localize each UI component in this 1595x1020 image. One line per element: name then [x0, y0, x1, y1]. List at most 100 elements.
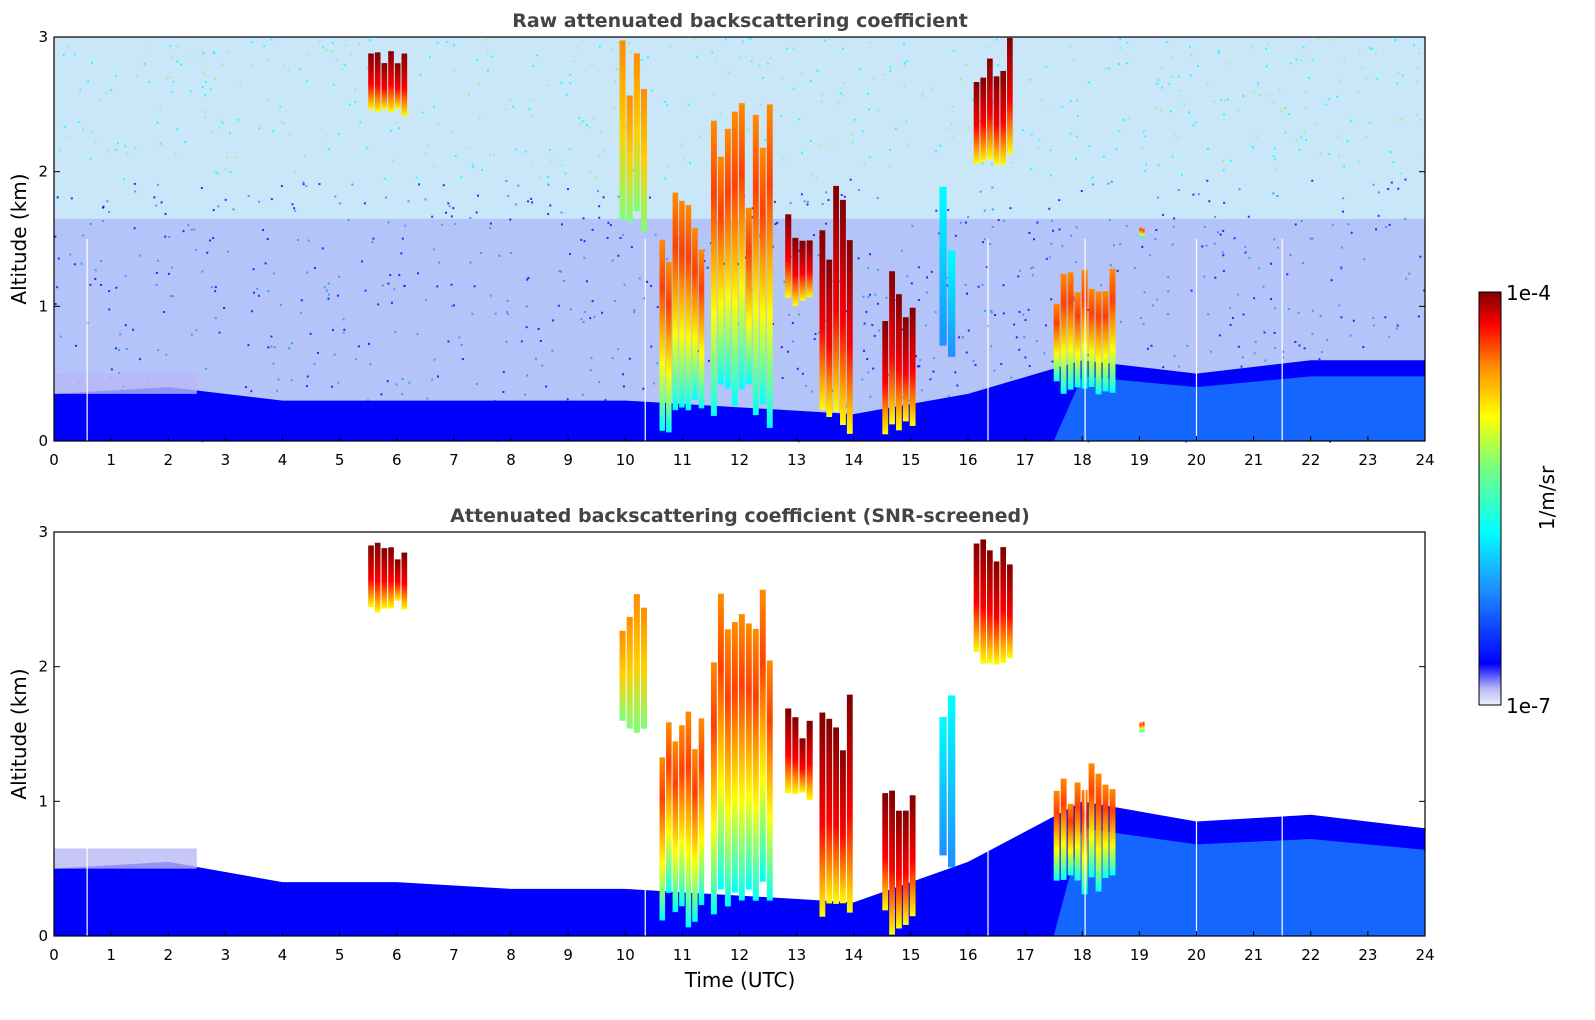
noise-speckle: [1149, 254, 1152, 257]
noise-speckle: [1287, 307, 1290, 310]
noise-speckle: [981, 162, 984, 165]
noise-speckle: [907, 143, 910, 146]
noise-speckle: [1384, 316, 1387, 319]
noise-speckle: [1109, 264, 1112, 267]
noise-speckle: [264, 262, 267, 265]
noise-speckle: [1203, 225, 1206, 228]
noise-speckle: [1185, 440, 1188, 443]
noise-speckle: [136, 74, 139, 77]
noise-speckle: [1038, 139, 1041, 142]
noise-speckle: [582, 320, 585, 323]
noise-speckle: [159, 142, 162, 145]
noise-speckle: [1069, 99, 1072, 102]
noise-speckle: [174, 153, 177, 156]
noise-speckle: [876, 197, 879, 200]
noise-speckle: [489, 154, 492, 157]
noise-speckle: [338, 275, 341, 278]
colorbar-unit-label: 1/m/sr: [1535, 465, 1559, 530]
noise-speckle: [54, 235, 57, 238]
noise-speckle: [622, 233, 625, 236]
noise-speckle: [1294, 223, 1297, 226]
noise-speckle: [403, 284, 406, 287]
cloud-streak: [1142, 228, 1145, 239]
noise-speckle: [1142, 323, 1145, 326]
noise-speckle: [1022, 313, 1025, 316]
noise-speckle: [416, 333, 419, 336]
noise-speckle: [138, 358, 141, 361]
noise-speckle: [493, 154, 496, 157]
noise-speckle: [1162, 213, 1165, 216]
noise-speckle: [155, 284, 158, 287]
noise-speckle: [1229, 323, 1232, 326]
noise-speckle: [990, 345, 993, 348]
noise-speckle: [783, 280, 786, 283]
noise-speckle: [387, 221, 390, 224]
noise-speckle: [1303, 347, 1306, 350]
noise-speckle: [598, 216, 601, 219]
noise-speckle: [270, 345, 273, 348]
noise-speckle: [843, 82, 846, 85]
noise-speckle: [867, 296, 870, 299]
noise-speckle: [1304, 107, 1307, 110]
noise-speckle: [804, 384, 807, 387]
boundary-layer-light: [1053, 828, 1425, 936]
panel-raw: Raw attenuated backscattering coefficien…: [7, 10, 1435, 469]
cloud-streak: [752, 628, 759, 901]
noise-speckle: [737, 263, 740, 266]
noise-speckle: [143, 62, 146, 65]
noise-speckle: [600, 131, 603, 134]
noise-speckle: [366, 66, 369, 69]
cloud-streak: [846, 694, 853, 913]
noise-speckle: [454, 223, 457, 226]
cloud-streak: [896, 810, 902, 929]
noise-speckle: [1349, 334, 1352, 337]
noise-speckle: [997, 219, 1000, 222]
noise-speckle: [164, 235, 167, 238]
cloud-streak: [1088, 763, 1095, 878]
noise-speckle: [436, 375, 439, 378]
noise-speckle: [1372, 183, 1375, 186]
noise-speckle: [251, 41, 254, 44]
noise-speckle: [1171, 75, 1174, 78]
noise-speckle: [1214, 276, 1217, 279]
noise-speckle: [1192, 193, 1195, 196]
cloud-streak: [909, 795, 916, 917]
noise-speckle: [447, 340, 450, 343]
noise-speckle: [905, 120, 908, 123]
noise-speckle: [1400, 172, 1403, 175]
noise-speckle: [809, 140, 812, 143]
noise-speckle: [1102, 155, 1105, 158]
noise-speckle: [1311, 309, 1314, 312]
noise-speckle: [1160, 109, 1163, 112]
noise-speckle: [251, 310, 254, 313]
noise-speckle: [106, 200, 109, 203]
noise-speckle: [601, 311, 604, 314]
noise-speckle: [330, 50, 333, 53]
noise-speckle: [1283, 107, 1286, 110]
noise-speckle: [696, 55, 699, 58]
noise-speckle: [505, 179, 508, 182]
noise-speckle: [1043, 352, 1046, 355]
x-tick-label: 12: [730, 946, 749, 964]
noise-speckle: [509, 98, 512, 101]
noise-speckle: [539, 176, 542, 179]
noise-speckle: [1329, 440, 1332, 443]
cloud-streak: [948, 695, 956, 868]
noise-speckle: [1213, 242, 1216, 245]
noise-speckle: [287, 68, 290, 71]
noise-speckle: [400, 252, 403, 255]
noise-speckle: [114, 347, 117, 350]
noise-speckle: [267, 346, 270, 349]
noise-speckle: [1219, 233, 1222, 236]
noise-speckle: [1229, 307, 1232, 310]
noise-speckle: [887, 373, 890, 376]
noise-speckle: [532, 64, 535, 67]
noise-speckle: [974, 363, 977, 366]
cloud-streak: [987, 550, 993, 664]
noise-speckle: [134, 190, 137, 193]
noise-speckle: [99, 283, 102, 286]
cloud-streak: [1053, 790, 1060, 881]
noise-speckle: [852, 141, 855, 144]
noise-speckle: [1157, 163, 1160, 166]
noise-speckle: [300, 311, 303, 314]
